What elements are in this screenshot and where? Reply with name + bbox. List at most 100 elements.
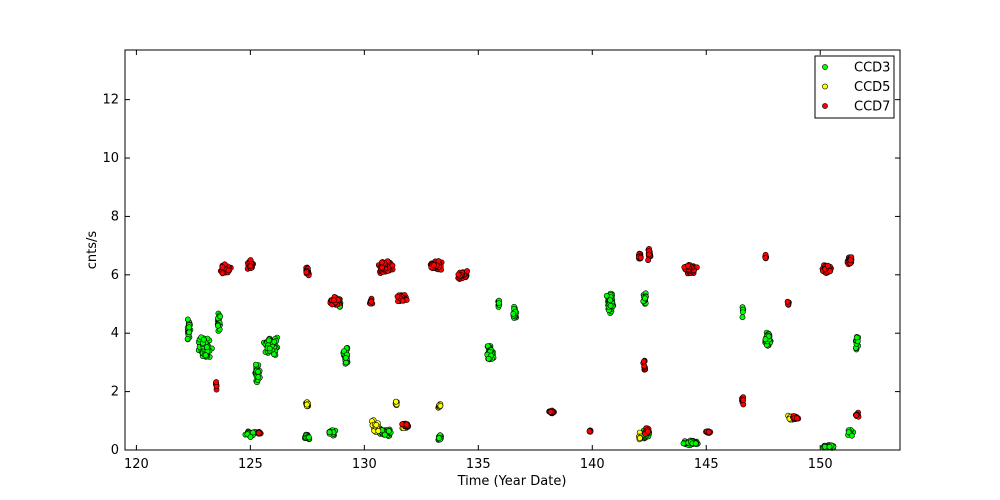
ccd7-point: [389, 262, 396, 269]
axis-ticks: 120 125 130 135 140 145 150 0 2 4 6 8 10 12: [102, 50, 900, 472]
ccd3-point: [200, 336, 207, 343]
ccd3-point: [853, 334, 860, 341]
ccd3-point: [436, 435, 442, 441]
ccd7-point: [330, 297, 337, 304]
x-tick-label: 140: [580, 457, 605, 472]
ccd7-point: [637, 254, 644, 261]
ccd7-point: [255, 429, 262, 436]
y-tick-label: 6: [111, 268, 119, 283]
ccd7-point: [586, 428, 593, 435]
ccd7-point: [219, 264, 226, 270]
ccd7-point: [394, 293, 401, 300]
legend-marker-ccd3: [822, 64, 828, 70]
ccd3-point: [642, 295, 648, 302]
ccd3-point: [385, 428, 392, 434]
ccd3-point: [485, 355, 492, 362]
ccd7-point: [378, 259, 385, 266]
ccd7-point: [825, 262, 831, 269]
ccd7-point: [247, 263, 254, 270]
ccd3-point: [203, 344, 210, 351]
x-axis-title: Time (Year Date): [457, 474, 567, 489]
ccd7-point: [455, 271, 462, 278]
ccd7-point: [645, 257, 651, 264]
ccd7-point: [368, 298, 375, 305]
ccd3-point: [265, 337, 272, 344]
ccd7-point: [827, 268, 833, 275]
y-axis-title: cnts/s: [85, 231, 100, 270]
ccd3-point: [184, 316, 191, 323]
ccd7-point: [225, 267, 232, 274]
ccd7-point: [740, 397, 747, 404]
y-tick-label: 4: [111, 326, 119, 341]
ccd3-point: [252, 361, 259, 368]
ccd5-point: [375, 428, 382, 434]
ccd3-point: [247, 434, 254, 440]
ccd3-point: [607, 302, 614, 309]
ccd7-point: [685, 262, 691, 269]
ccd3-point: [186, 324, 192, 331]
legend-label-ccd7: CCD7: [854, 100, 890, 115]
y-tick-label: 0: [111, 443, 119, 458]
x-tick-label: 135: [466, 457, 491, 472]
x-tick-label: 145: [694, 457, 719, 472]
ccd3-point: [326, 429, 333, 436]
y-tick-label: 2: [111, 385, 119, 400]
ccd5-point: [373, 422, 380, 428]
ccd7-point: [547, 408, 554, 415]
legend-label-ccd5: CCD5: [854, 80, 890, 95]
legend-label-ccd3: CCD3: [854, 61, 890, 76]
ccd7-point: [794, 415, 800, 422]
y-tick-label: 8: [111, 209, 119, 224]
ccd7-point: [853, 412, 860, 419]
ccd3-point: [271, 338, 278, 345]
ccd7-point: [646, 251, 652, 258]
x-tick-label: 125: [238, 457, 263, 472]
x-tick-label: 120: [124, 457, 149, 472]
legend: CCD3 CCD5 CCD7: [814, 55, 895, 119]
ccd3-point: [607, 297, 614, 304]
y-tick-label: 12: [102, 93, 119, 108]
ccd3-point: [214, 322, 221, 329]
ccd5-point: [303, 401, 310, 408]
ccd3-point: [495, 300, 502, 306]
data-points: [184, 245, 862, 451]
ccd3-point: [255, 368, 261, 375]
ccd7-point: [303, 269, 310, 276]
ccd3-point: [266, 345, 273, 352]
x-tick-label: 130: [352, 457, 377, 472]
ccd3-point: [186, 329, 192, 336]
legend-marker-ccd7: [822, 103, 828, 109]
ccd7-point: [847, 257, 854, 264]
ccd7-point: [430, 262, 437, 268]
ccd3-point: [271, 351, 277, 358]
ccd7-point: [784, 298, 791, 305]
ccd7-point: [762, 254, 769, 261]
x-tick-label: 150: [808, 457, 833, 472]
ccd3-point: [692, 440, 699, 447]
ccd7-point: [399, 297, 406, 304]
ccd3-point: [510, 310, 517, 317]
legend-box: [814, 55, 895, 119]
ccd7-point: [641, 358, 647, 365]
ccd3-point: [250, 429, 256, 436]
ccd7-point: [464, 268, 470, 274]
ccd5-point: [437, 402, 444, 409]
ccd3-point: [680, 440, 687, 447]
ccd5-point: [637, 435, 643, 441]
plot-area: [124, 49, 901, 451]
ccd3-point: [217, 313, 224, 320]
ccd7-point: [213, 379, 220, 385]
ccd3-point: [739, 309, 746, 315]
ccd5-point: [393, 398, 399, 405]
ccd7-point: [705, 428, 712, 435]
legend-marker-ccd5: [822, 83, 828, 90]
ccd3-point: [202, 352, 209, 359]
ccd3-point: [342, 354, 349, 361]
ccd3-point: [739, 314, 746, 321]
ccd7-point: [403, 421, 410, 428]
ccd3-point: [762, 336, 769, 343]
ccd7-point: [645, 428, 651, 435]
ccd7-point: [219, 270, 226, 277]
ccd3-point: [849, 432, 855, 439]
